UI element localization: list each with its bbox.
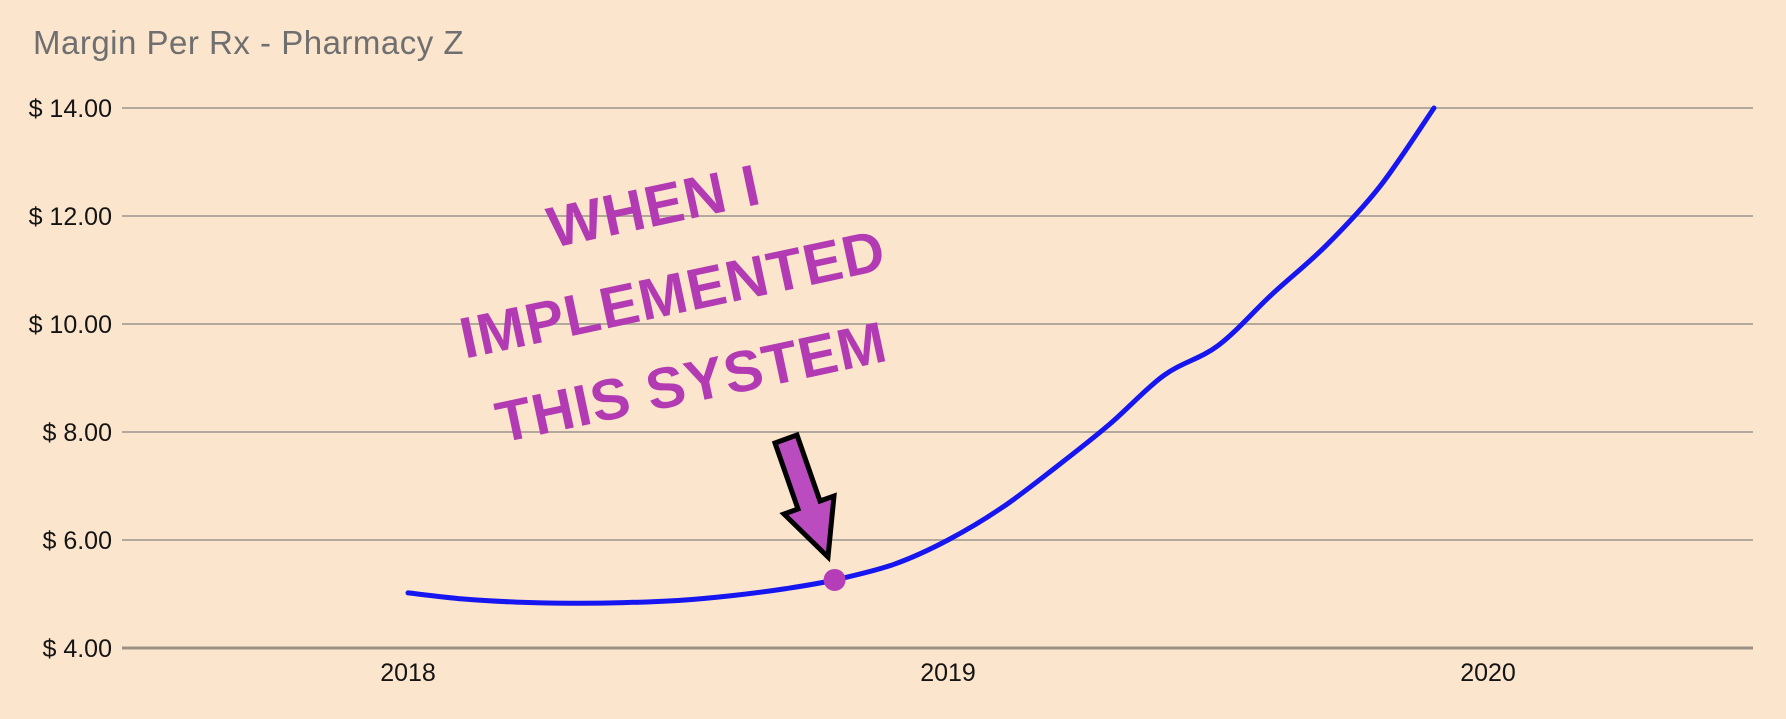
y-tick-label: $ 14.00 — [29, 95, 112, 123]
y-tick-label: $ 12.00 — [29, 203, 112, 231]
chart-title: Margin Per Rx - Pharmacy Z — [33, 24, 465, 61]
x-tick-label: 2019 — [920, 659, 976, 687]
y-tick-label: $ 4.00 — [42, 635, 112, 663]
arrow-icon — [771, 431, 837, 563]
y-tick-label: $ 6.00 — [42, 527, 112, 555]
x-tick-label: 2018 — [380, 659, 436, 687]
y-tick-label: $ 8.00 — [42, 419, 112, 447]
series-line — [405, 105, 1437, 606]
data-point-marker — [823, 568, 846, 591]
x-tick-label: 2020 — [1460, 659, 1516, 687]
y-tick-label: $ 10.00 — [29, 311, 112, 339]
